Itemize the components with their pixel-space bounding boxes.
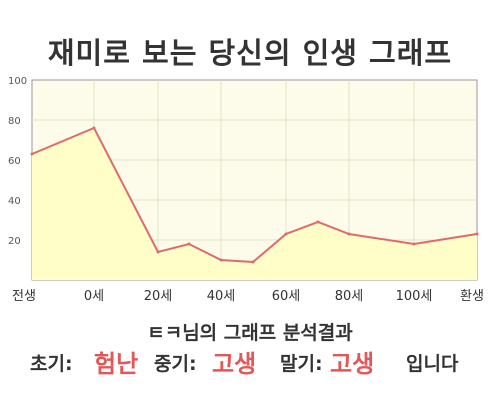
data-point [316,220,320,224]
x-tick-label: 환생 [460,289,484,304]
data-point [475,232,479,236]
chart-title: 재미로 보는 당신의 인생 그래프 [47,36,453,70]
y-tick-label: 20 [8,236,21,247]
y-tick-label: 60 [8,156,21,167]
x-tick-label: 20세 [144,289,173,304]
data-point [92,126,96,130]
ending-text: 입니다 [406,353,459,375]
y-axis-ticks: 100 80 60 40 20 [8,76,27,247]
data-point [284,232,288,236]
middle-label: 중기: [154,353,197,375]
data-point [251,260,255,264]
x-tick-label: 80세 [335,289,364,304]
data-point [347,232,351,236]
y-tick-label: 40 [8,196,21,207]
data-point [412,242,416,246]
late-label: 말기: [280,353,323,375]
x-tick-label: 0세 [84,289,104,304]
verdict-line: 초기: 험난 중기: 고생 말기: 고생 입니다 [0,346,500,382]
data-point [156,250,160,254]
x-tick-label: 100세 [396,289,433,304]
early-label: 초기: [30,353,73,375]
area-fill [32,128,477,280]
early-value: 험난 [94,350,139,378]
late-value: 고생 [330,350,375,378]
analysis-heading: ㅌㅋ님의 그래프 분석결과 [147,322,353,344]
middle-value: 고생 [212,350,257,378]
y-tick-label: 80 [8,116,21,127]
x-tick-label: 40세 [207,289,236,304]
x-axis-ticks: 전생 0세 20세 40세 60세 80세 100세 환생 [12,289,484,304]
data-point [187,242,191,246]
x-tick-label: 전생 [12,289,36,304]
y-tick-label: 100 [8,76,27,87]
data-point [219,258,223,262]
x-tick-label: 60세 [272,289,301,304]
data-point [30,152,34,156]
